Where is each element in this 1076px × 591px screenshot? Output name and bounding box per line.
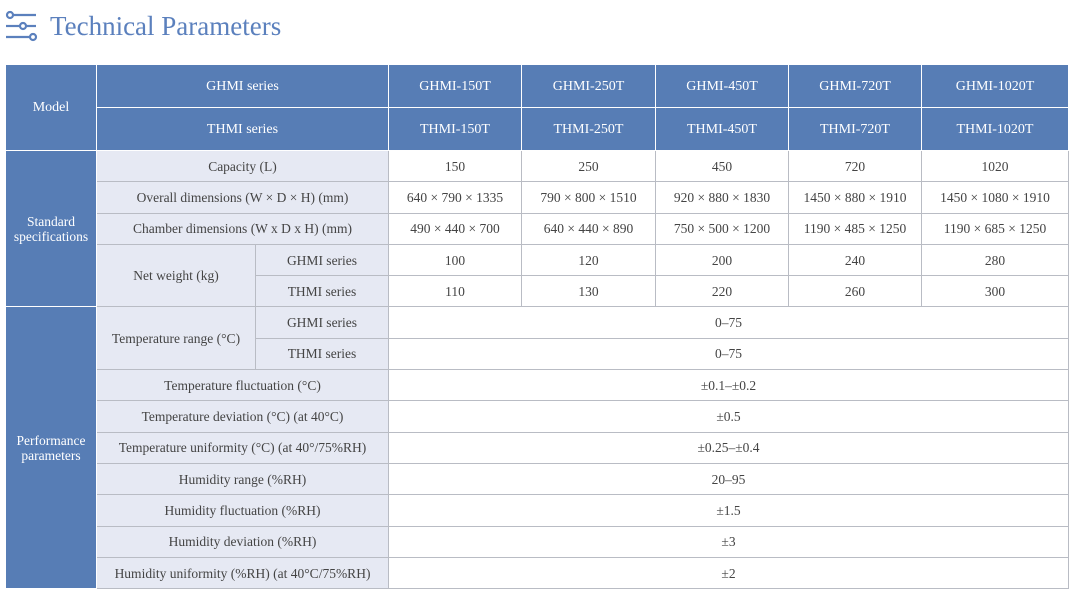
cell: GHMI-150T xyxy=(388,64,522,108)
table-row: Temperature uniformity (°C) (at 40°/75%R… xyxy=(6,431,1069,464)
cell: 1190 × 485 × 1250 xyxy=(788,212,922,245)
sliders-icon xyxy=(5,10,38,42)
cell: Temperature range (°C) xyxy=(96,306,256,371)
table-row: Temperature deviation (°C) (at 40°C) ±0.5 xyxy=(6,400,1069,433)
cell: ±1.5 xyxy=(388,494,1069,527)
cell: Standard specifications xyxy=(5,149,97,308)
cell: THMI series xyxy=(96,107,389,151)
cell: Net weight (kg) xyxy=(96,243,256,308)
cell: 250 xyxy=(521,149,656,183)
cell: Temperature uniformity (°C) (at 40°/75%R… xyxy=(96,431,389,464)
cell: 130 xyxy=(521,275,656,308)
cell: 1190 × 685 × 1250 xyxy=(921,212,1069,245)
spec-table: Model GHMI series GHMI-150T GHMI-250T GHMI-4… xyxy=(5,64,1069,590)
cell: 260 xyxy=(788,275,922,308)
cell: THMI-450T xyxy=(655,107,789,151)
header-row: THMI series THMI-150T THMI-250T THMI-450T TH… xyxy=(6,107,1069,151)
table-row: Humidity uniformity (%RH) (at 40°C/75%RH… xyxy=(6,556,1069,590)
cell: 0–75 xyxy=(388,337,1069,371)
cell: 1450 × 1080 × 1910 xyxy=(921,181,1069,214)
cell: GHMI series xyxy=(96,64,389,108)
table-row: Chamber dimensions (W x D x H) (mm) 490 ×… xyxy=(6,212,1069,245)
cell: Overall dimensions (W × D × H) (mm) xyxy=(96,181,389,214)
cell: Performance parameters xyxy=(5,306,97,590)
table-row: Humidity deviation (%RH) ±3 xyxy=(6,525,1069,558)
cell: 640 × 440 × 890 xyxy=(521,212,656,245)
table-row: Temperature fluctuation (°C) ±0.1–±0.2 xyxy=(6,369,1069,402)
cell: 240 xyxy=(788,243,922,277)
cell: THMI-250T xyxy=(521,107,656,151)
cell: THMI-720T xyxy=(788,107,922,151)
cell: 1450 × 880 × 1910 xyxy=(788,181,922,214)
cell: 490 × 440 × 700 xyxy=(388,212,522,245)
cell: ±2 xyxy=(388,556,1069,590)
table-row: Humidity range (%RH) 20–95 xyxy=(6,462,1069,496)
cell: THMI series xyxy=(255,275,389,308)
cell: GHMI series xyxy=(255,243,389,277)
cell: 200 xyxy=(655,243,789,277)
table-row: Humidity fluctuation (%RH) ±1.5 xyxy=(6,494,1069,527)
table-row: THMI series 0–75 xyxy=(6,337,1069,371)
cell: 100 xyxy=(388,243,522,277)
table-row: Standard specifications Capacity (L) 150 25… xyxy=(5,149,1069,308)
cell: GHMI-450T xyxy=(655,64,789,108)
cell: Humidity range (%RH) xyxy=(96,462,389,496)
cell: 220 xyxy=(655,275,789,308)
cell: Temperature fluctuation (°C) xyxy=(96,369,389,402)
cell: 790 × 800 × 1510 xyxy=(521,181,656,214)
cell: THMI-150T xyxy=(388,107,522,151)
cell: GHMI-720T xyxy=(788,64,922,108)
cell: Model xyxy=(5,64,97,151)
cell: Humidity deviation (%RH) xyxy=(96,525,389,558)
cell: GHMI-1020T xyxy=(921,64,1069,108)
cell: 640 × 790 × 1335 xyxy=(388,181,522,214)
cell: 720 xyxy=(788,149,922,183)
cell: THMI-1020T xyxy=(921,107,1069,151)
cell: GHMI-250T xyxy=(521,64,656,108)
table-row: Performance parameters Temperature range … xyxy=(5,306,1069,590)
cell: Humidity uniformity (%RH) (at 40°C/75%RH… xyxy=(96,556,389,590)
cell: Chamber dimensions (W x D x H) (mm) xyxy=(96,212,389,245)
cell: Humidity fluctuation (%RH) xyxy=(96,494,389,527)
cell: ±3 xyxy=(388,525,1069,558)
cell: 450 xyxy=(655,149,789,183)
cell: 0–75 xyxy=(388,306,1069,339)
cell: 110 xyxy=(388,275,522,308)
cell: 20–95 xyxy=(388,462,1069,496)
cell: 280 xyxy=(921,243,1069,277)
cell: Capacity (L) xyxy=(96,149,389,183)
cell: 920 × 880 × 1830 xyxy=(655,181,789,214)
table-row: THMI series 110 130 220 260 300 xyxy=(6,275,1069,308)
page-title: Technical Parameters xyxy=(4,6,281,46)
table-row: Overall dimensions (W × D × H) (mm) 640 ×… xyxy=(6,181,1069,214)
cell: 750 × 500 × 1200 xyxy=(655,212,789,245)
cell: 1020 xyxy=(921,149,1069,183)
cell: Temperature deviation (°C) (at 40°C) xyxy=(96,400,389,433)
cell: THMI series xyxy=(255,337,389,371)
cell: ±0.5 xyxy=(388,400,1069,433)
cell: ±0.1–±0.2 xyxy=(388,369,1069,402)
cell: 120 xyxy=(521,243,656,277)
cell: 150 xyxy=(388,149,522,183)
table-row: Net weight (kg) GHMI series 100 120 200 240 28… xyxy=(6,243,1069,308)
cell: GHMI series xyxy=(255,306,389,339)
header-row: Model GHMI series GHMI-150T GHMI-250T GHMI-4… xyxy=(5,64,1069,151)
cell: 300 xyxy=(921,275,1069,308)
cell: ±0.25–±0.4 xyxy=(388,431,1069,464)
